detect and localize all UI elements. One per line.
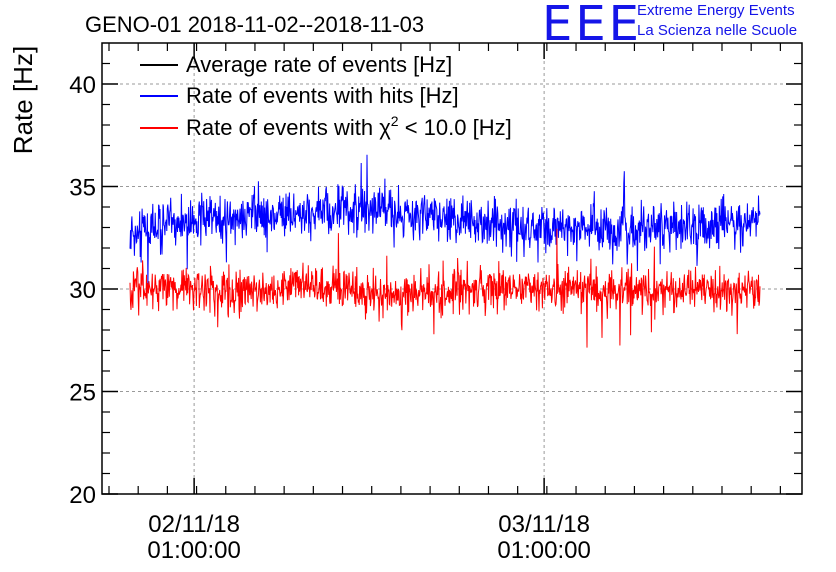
x-tick-date: 03/11/18 xyxy=(498,511,590,538)
y-tick-label: 30 xyxy=(69,277,96,304)
legend-label-symbol: χ xyxy=(379,115,391,140)
plot-frame xyxy=(101,42,803,495)
legend-label: Rate of events with hits [Hz] xyxy=(186,83,459,108)
y-tick-label: 40 xyxy=(69,72,96,99)
series-line xyxy=(129,228,761,348)
legend: Average rate of events [Hz] Rate of event… xyxy=(140,52,512,140)
x-tick-time: 01:00:00 xyxy=(497,537,590,564)
eee-logo: EEE xyxy=(542,0,642,52)
legend-label: Rate of events with χ2 < 10.0 [Hz] xyxy=(186,113,512,140)
x-tick-date: 02/11/18 xyxy=(148,511,240,538)
series-layer xyxy=(129,154,761,348)
logo-line-2: La Scienza nelle Scuole xyxy=(637,22,798,39)
legend-label-superscript: 2 xyxy=(391,113,399,129)
legend-label-post: < 10.0 [Hz] xyxy=(399,115,512,140)
legend-label-pre: Rate of events with xyxy=(186,115,379,140)
y-tick-label: 25 xyxy=(69,380,96,407)
chart-title: GENO-01 2018-11-02--2018-11-03 xyxy=(85,12,424,37)
y-axis-label: Rate [Hz] xyxy=(8,46,38,154)
y-tick-label: 20 xyxy=(69,482,96,509)
y-tick-label: 35 xyxy=(69,175,96,202)
logo-line-1: Extreme Energy Events xyxy=(637,2,795,19)
legend-label: Average rate of events [Hz] xyxy=(186,52,452,77)
series-line xyxy=(129,154,761,288)
grid-lines xyxy=(102,43,802,495)
x-tick-time: 01:00:00 xyxy=(147,537,240,564)
axis-ticks: 202530354002/11/1801:00:0003/11/1801:00:… xyxy=(69,43,802,564)
